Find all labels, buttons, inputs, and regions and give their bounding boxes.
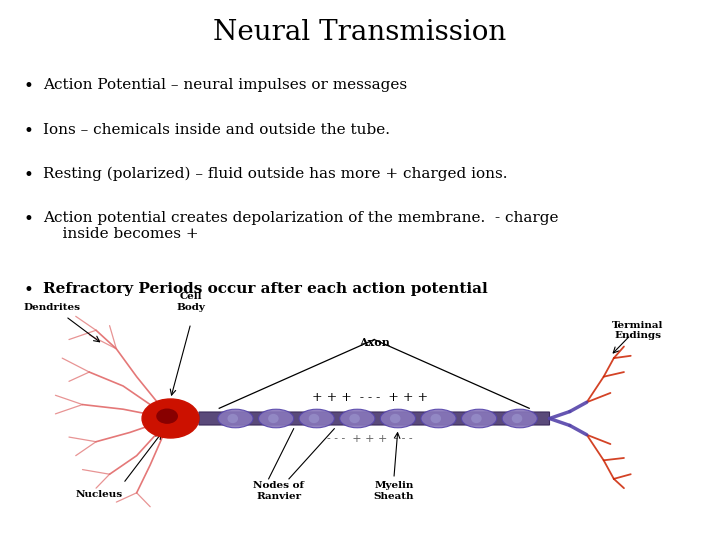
Text: •: • [24, 282, 34, 299]
Text: Nodes of
Ranvier: Nodes of Ranvier [253, 481, 305, 501]
Text: Nucleus: Nucleus [76, 490, 123, 500]
Text: •: • [24, 123, 34, 139]
Ellipse shape [349, 414, 360, 423]
Text: Refractory Periods occur after each action potential: Refractory Periods occur after each acti… [43, 282, 488, 296]
Text: + + +  - - -  + + +: + + + - - - + + + [312, 391, 428, 404]
Ellipse shape [340, 409, 375, 428]
Text: - - -  + + +  - - -: - - - + + + - - - [328, 434, 413, 444]
Ellipse shape [471, 414, 482, 423]
Ellipse shape [502, 409, 537, 428]
Text: •: • [24, 167, 34, 184]
Ellipse shape [390, 414, 400, 423]
Ellipse shape [421, 409, 456, 428]
Circle shape [142, 399, 199, 438]
Ellipse shape [462, 409, 497, 428]
Text: Dendrites: Dendrites [24, 303, 81, 312]
Text: Terminal
Endings: Terminal Endings [612, 321, 663, 340]
FancyBboxPatch shape [199, 412, 549, 425]
Text: Myelin
Sheath: Myelin Sheath [374, 481, 414, 501]
Text: Action Potential – neural impulses or messages: Action Potential – neural impulses or me… [43, 78, 408, 92]
Text: Resting (polarized) – fluid outside has more + charged ions.: Resting (polarized) – fluid outside has … [43, 167, 508, 181]
Ellipse shape [258, 409, 294, 428]
Ellipse shape [309, 414, 319, 423]
Text: •: • [24, 78, 34, 95]
Text: Cell
Body: Cell Body [176, 292, 205, 312]
Text: Action potential creates depolarization of the membrane.  - charge
    inside be: Action potential creates depolarization … [43, 211, 559, 241]
Text: Ions – chemicals inside and outside the tube.: Ions – chemicals inside and outside the … [43, 123, 390, 137]
Ellipse shape [268, 414, 279, 423]
Ellipse shape [380, 409, 415, 428]
Ellipse shape [228, 414, 238, 423]
Ellipse shape [299, 409, 334, 428]
Ellipse shape [512, 414, 522, 423]
Circle shape [157, 409, 177, 423]
Ellipse shape [218, 409, 253, 428]
Text: Axon: Axon [359, 337, 390, 348]
Ellipse shape [431, 414, 441, 423]
Text: Neural Transmission: Neural Transmission [213, 19, 507, 46]
Text: •: • [24, 211, 34, 228]
